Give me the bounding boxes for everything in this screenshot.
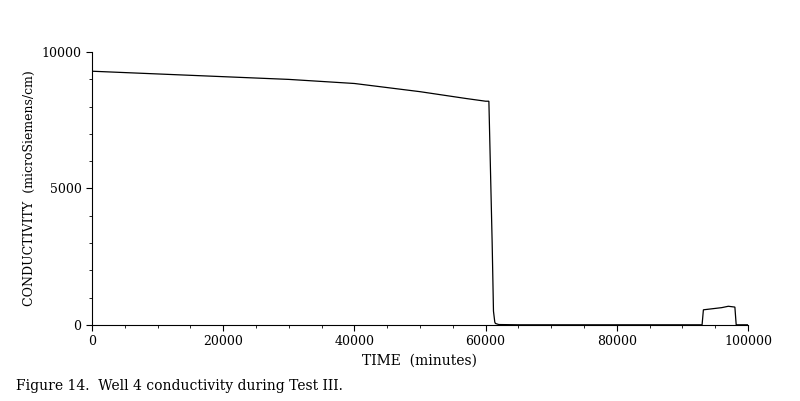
Y-axis label: CONDUCTIVITY  (microSiemens/cm): CONDUCTIVITY (microSiemens/cm): [23, 71, 36, 306]
X-axis label: TIME  (minutes): TIME (minutes): [362, 354, 478, 368]
Text: Figure 14.  Well 4 conductivity during Test III.: Figure 14. Well 4 conductivity during Te…: [16, 379, 343, 393]
